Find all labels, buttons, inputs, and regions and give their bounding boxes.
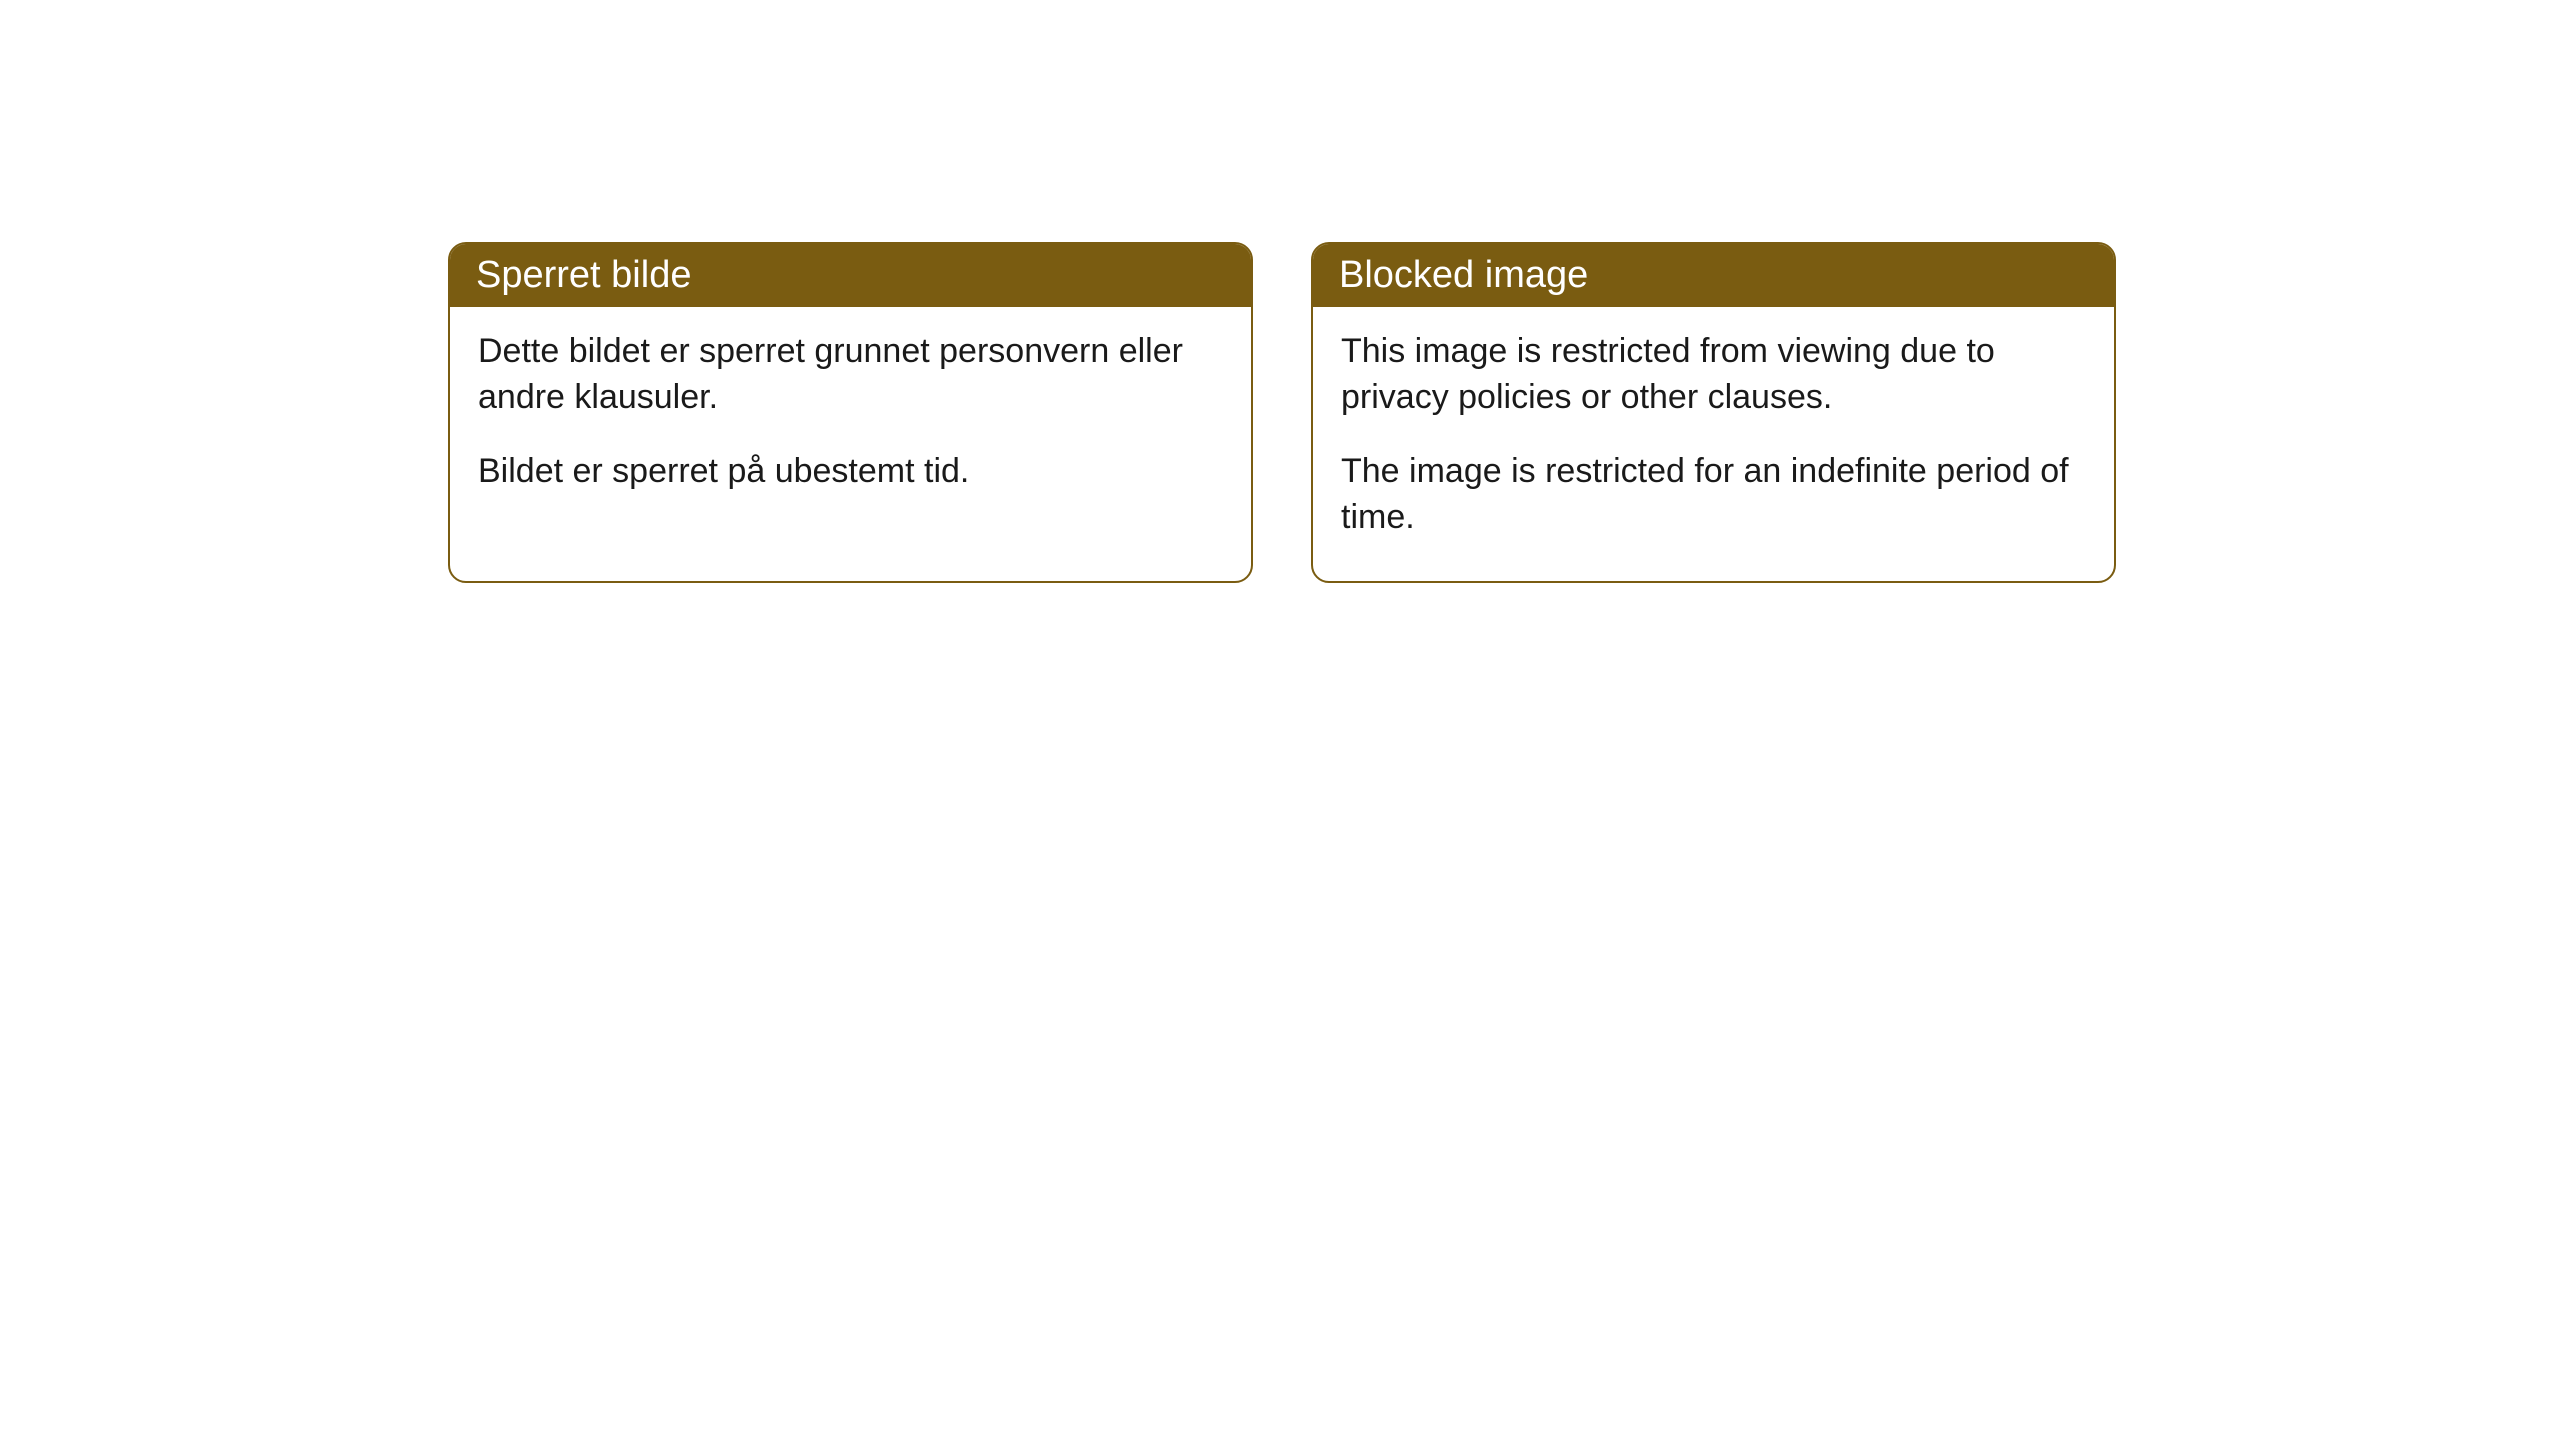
notice-text-norwegian-1: Dette bildet er sperret grunnet personve… xyxy=(478,329,1223,421)
notice-text-norwegian-2: Bildet er sperret på ubestemt tid. xyxy=(478,449,1223,495)
card-body-norwegian: Dette bildet er sperret grunnet personve… xyxy=(450,307,1251,535)
notice-text-english-2: The image is restricted for an indefinit… xyxy=(1341,449,2086,541)
notice-container: Sperret bilde Dette bildet er sperret gr… xyxy=(0,0,2560,583)
card-header-norwegian: Sperret bilde xyxy=(450,244,1251,307)
card-body-english: This image is restricted from viewing du… xyxy=(1313,307,2114,581)
card-header-english: Blocked image xyxy=(1313,244,2114,307)
notice-text-english-1: This image is restricted from viewing du… xyxy=(1341,329,2086,421)
notice-card-norwegian: Sperret bilde Dette bildet er sperret gr… xyxy=(448,242,1253,583)
notice-card-english: Blocked image This image is restricted f… xyxy=(1311,242,2116,583)
